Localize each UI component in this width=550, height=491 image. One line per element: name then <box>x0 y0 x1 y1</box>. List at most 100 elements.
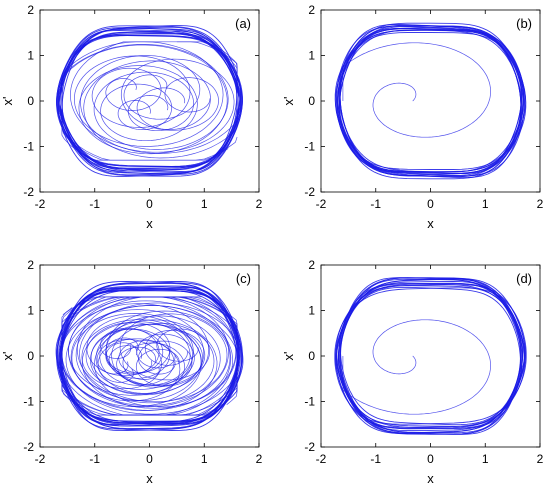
x-tick-label: -2 <box>35 197 46 211</box>
y-tick-label: 1 <box>308 49 315 63</box>
orbit-lap <box>338 285 523 427</box>
x-tick-label: -1 <box>89 197 100 211</box>
transient-path <box>70 41 238 153</box>
orbit-lap <box>337 29 524 173</box>
y-tick-label: 2 <box>27 3 34 17</box>
x-tick-label: 0 <box>427 197 434 211</box>
orbit-lap <box>59 287 240 425</box>
orbit-lap <box>339 25 522 177</box>
x-tick-label: 1 <box>482 452 489 466</box>
y-tick-label: 0 <box>27 94 34 108</box>
x-axis-label: x <box>427 471 434 486</box>
orbit-lap <box>59 30 240 172</box>
transient-path <box>61 302 238 416</box>
orbit-lap <box>56 25 243 177</box>
y-tick-label: 2 <box>308 3 315 17</box>
orbit-lap <box>57 27 242 175</box>
y-tick-label: -2 <box>23 440 34 454</box>
transient-path <box>61 296 237 408</box>
panel-label: (d) <box>516 271 532 286</box>
orbit-lap <box>339 282 522 430</box>
orbit-lap <box>58 281 241 431</box>
x-axis-label: x <box>427 216 434 231</box>
orbit-lap <box>59 32 240 170</box>
orbit-lap <box>340 286 521 426</box>
phase-trajectory <box>55 280 244 432</box>
orbit-lap <box>336 25 525 177</box>
orbit-lap <box>337 23 524 179</box>
x-tick-label: 2 <box>537 197 544 211</box>
orbit-lap <box>337 278 524 434</box>
y-tick-label: -1 <box>304 395 315 409</box>
transient-path <box>61 43 229 161</box>
y-tick-label: -1 <box>23 140 34 154</box>
orbit-lap <box>339 27 522 175</box>
orbit-lap <box>61 29 238 173</box>
y-tick-label: -2 <box>304 185 315 199</box>
y-tick-label: 2 <box>27 258 34 272</box>
transient-path <box>70 305 238 416</box>
panel-label: (c) <box>236 271 251 286</box>
y-tick-label: 0 <box>308 94 315 108</box>
orbit-lap <box>335 284 526 428</box>
orbit-lap <box>339 26 522 176</box>
x-tick-label: 2 <box>537 452 544 466</box>
transient-path <box>61 296 231 411</box>
x-tick-label: -2 <box>316 452 327 466</box>
x-tick-label: 1 <box>201 452 208 466</box>
phase-trajectory <box>56 25 243 177</box>
x-tick-label: 2 <box>256 452 263 466</box>
orbit-lap <box>339 277 522 435</box>
y-tick-label: 1 <box>27 49 34 63</box>
phase-trajectory <box>334 22 527 180</box>
transient-path <box>61 296 229 416</box>
x-tick-label: 0 <box>146 197 153 211</box>
y-tick-label: 1 <box>308 304 315 318</box>
y-tick-label: 0 <box>27 349 34 363</box>
x-tick-label: -2 <box>35 452 46 466</box>
chart-panel: -2 -1 0 1 2 -2 -1 0 1 2 x x' (c) <box>0 258 263 486</box>
transient-path <box>342 42 491 138</box>
orbit-lap <box>339 24 522 178</box>
plot-frame <box>39 264 260 448</box>
chart-panel: -2 -1 0 1 2 -2 -1 0 1 2 x x' (a) <box>0 3 263 231</box>
orbit-lap <box>336 280 525 432</box>
x-tick-label: -2 <box>316 197 327 211</box>
x-axis-label: x <box>146 216 153 231</box>
transient-path <box>83 43 238 159</box>
orbit-lap <box>335 28 526 174</box>
orbit-lap <box>336 25 525 177</box>
transient-path <box>61 296 238 416</box>
phase-trajectory <box>334 277 527 435</box>
y-axis-label: x' <box>0 97 15 106</box>
y-tick-label: -2 <box>23 185 34 199</box>
orbit-lap <box>336 278 525 434</box>
plot-frame <box>320 9 541 193</box>
x-tick-label: 0 <box>146 452 153 466</box>
transient-path <box>61 303 238 416</box>
x-tick-label: -1 <box>89 452 100 466</box>
orbit-lap <box>334 22 527 180</box>
panel-label: (b) <box>516 16 532 31</box>
x-tick-label: 1 <box>201 197 208 211</box>
orbit-lap <box>338 29 523 173</box>
y-tick-label: -1 <box>304 140 315 154</box>
y-tick-label: -1 <box>23 395 34 409</box>
y-tick-label: 2 <box>308 258 315 272</box>
panel-label: (a) <box>235 16 251 31</box>
x-tick-label: 0 <box>427 452 434 466</box>
orbit-lap <box>57 33 242 169</box>
chart-panel: -2 -1 0 1 2 -2 -1 0 1 2 x x' (d) <box>281 258 544 486</box>
plot-frame <box>320 264 541 448</box>
orbit-lap <box>334 29 527 173</box>
orbit-lap <box>339 27 522 175</box>
y-axis-label: x' <box>281 97 296 106</box>
x-tick-label: -1 <box>370 197 381 211</box>
y-tick-label: -2 <box>304 440 315 454</box>
orbit-lap <box>334 287 527 425</box>
orbit-lap <box>338 283 523 429</box>
x-tick-label: 2 <box>256 197 263 211</box>
orbit-lap <box>335 277 526 435</box>
x-axis-label: x <box>146 471 153 486</box>
orbit-lap <box>340 283 521 429</box>
